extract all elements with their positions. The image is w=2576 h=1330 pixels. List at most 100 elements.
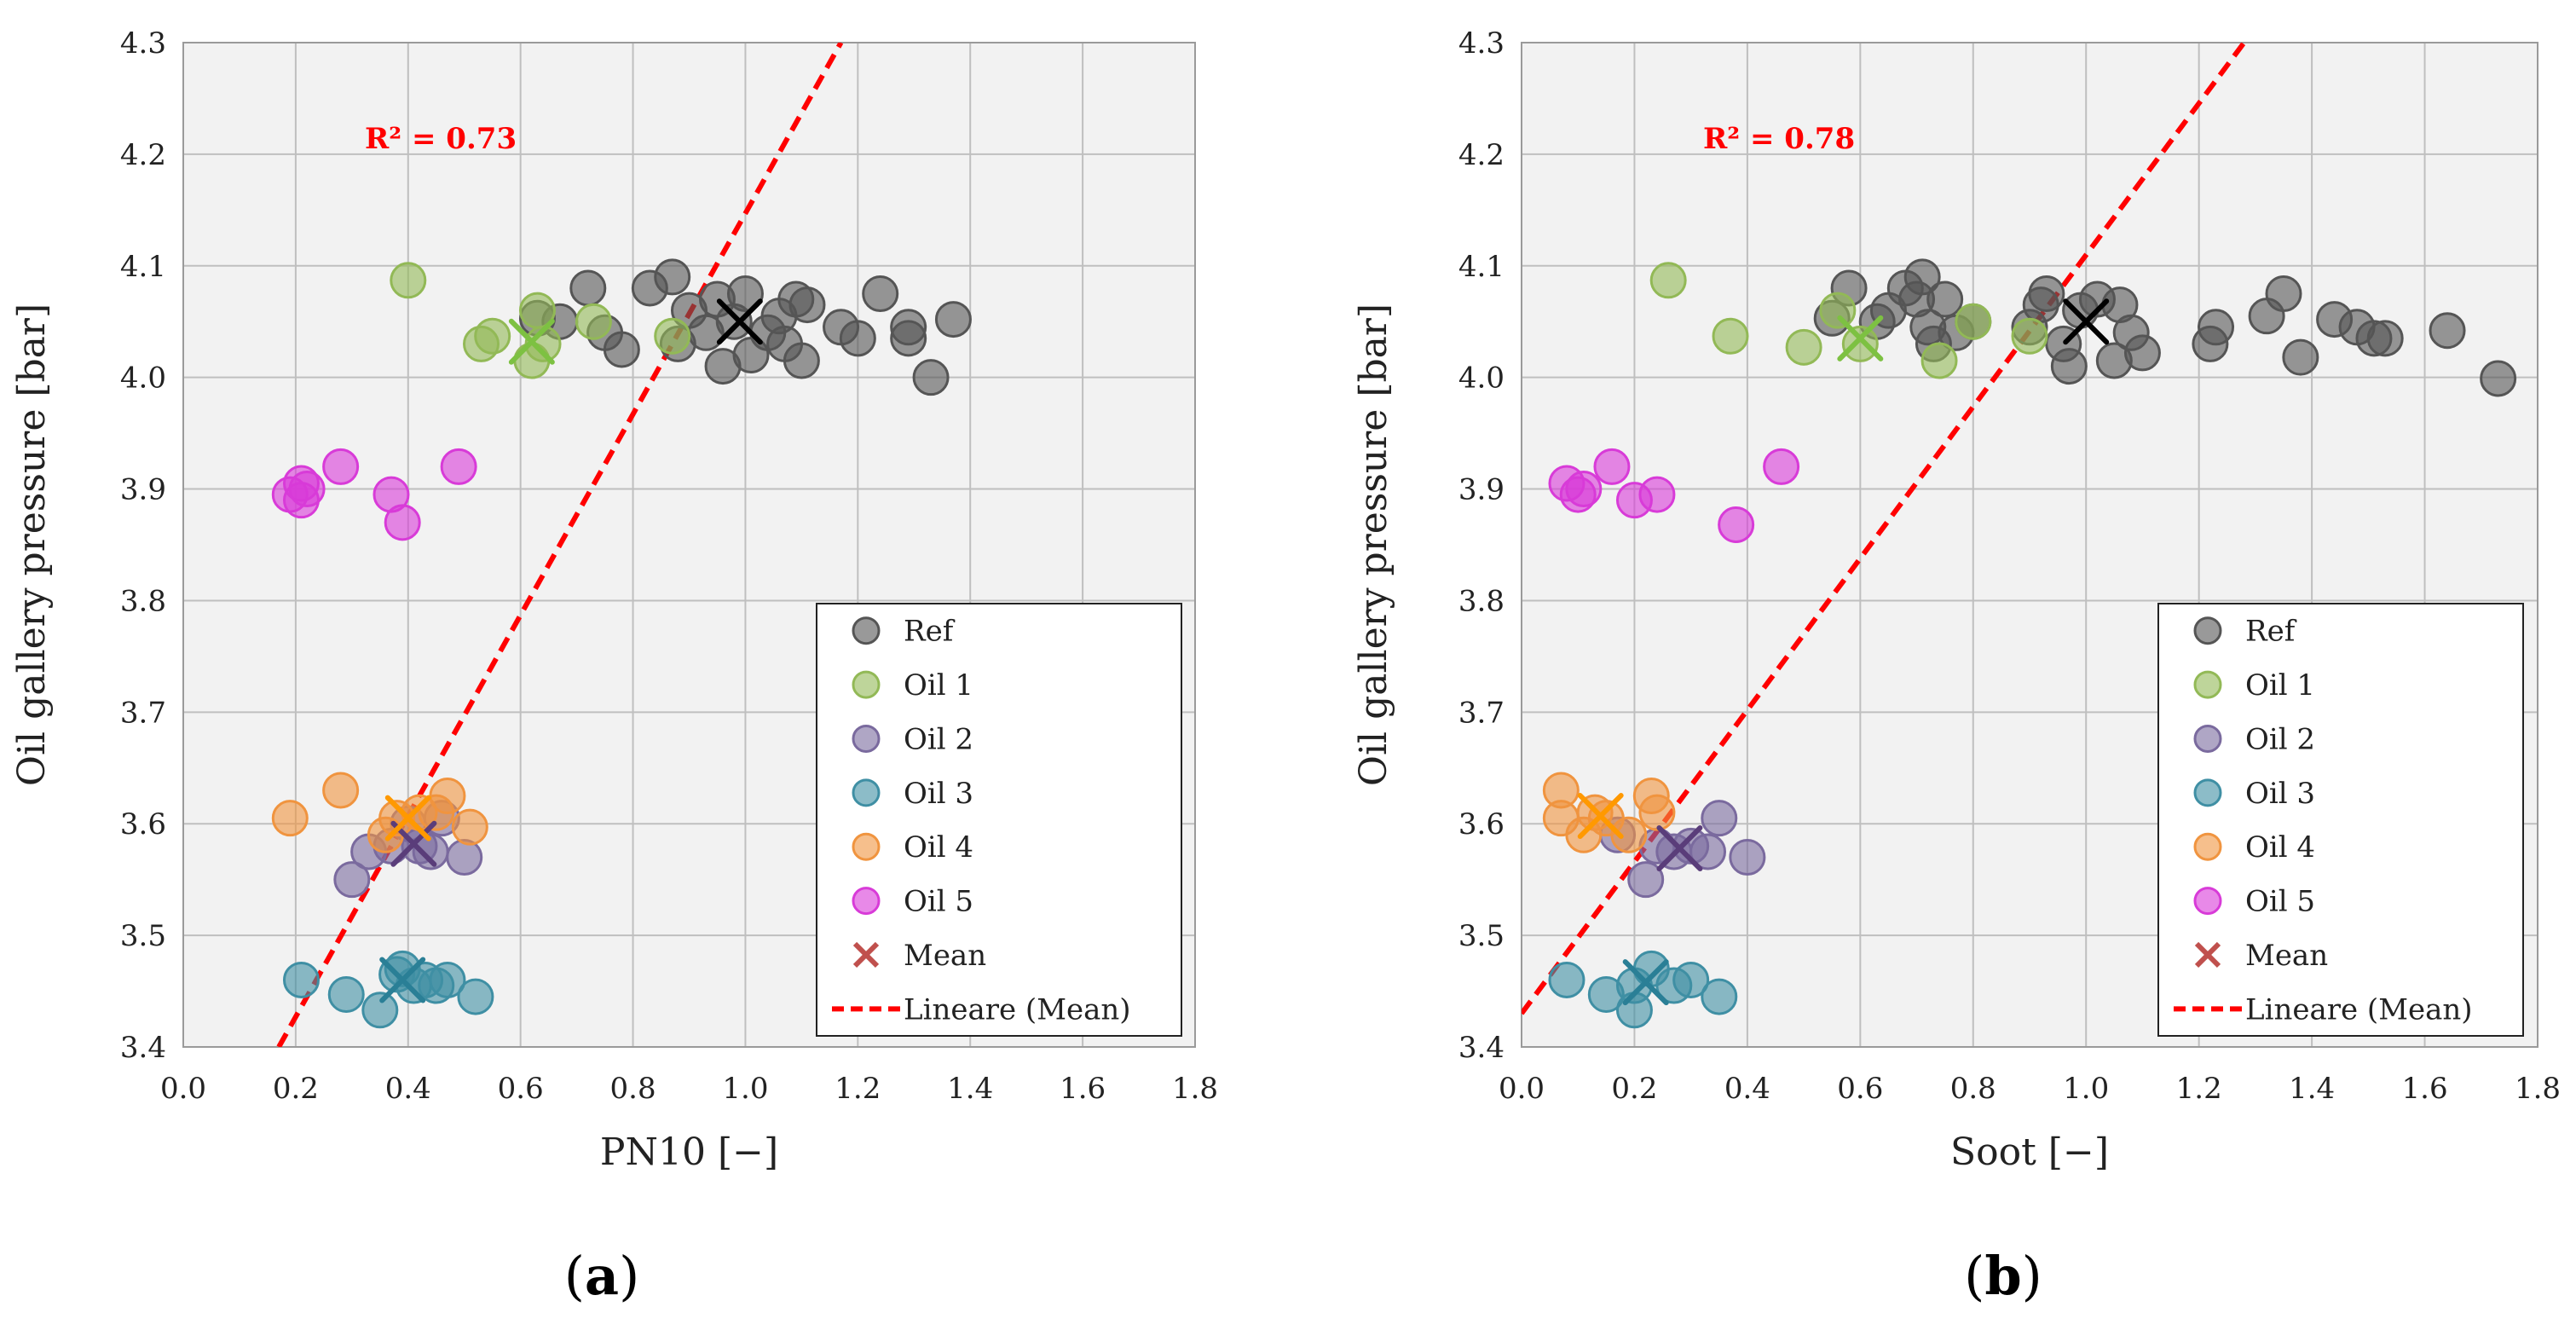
- x-tick-label: 0.0: [160, 1072, 206, 1106]
- y-tick-label: 3.4: [120, 1031, 166, 1065]
- point-oil-4: [451, 808, 488, 846]
- y-tick-label: 3.7: [1458, 696, 1505, 730]
- legend: Ref Oil 1 Oil 2 Oil 3 Oil 4 Oil 5 Mean Lineare …: [2157, 603, 2524, 1037]
- legend-symbol-oil-5: [2193, 887, 2222, 916]
- point-oil-1: [1920, 342, 1958, 379]
- point-ref: [862, 275, 899, 312]
- y-tick-label: 4.0: [1458, 361, 1505, 396]
- x-tick-label: 0.0: [1499, 1072, 1545, 1106]
- x-tick-label: 0.2: [1611, 1072, 1657, 1106]
- point-ref: [654, 258, 691, 296]
- point-ref: [2429, 312, 2466, 350]
- legend-label-oil-1: Oil 1: [2245, 668, 2315, 703]
- plot-border: [1521, 42, 2538, 1048]
- x-tick-label: 1.6: [2402, 1072, 2448, 1106]
- legend-symbol-oil-5: [852, 887, 881, 916]
- y-tick-label: 3.5: [120, 919, 166, 953]
- legend-label-oil-3: Oil 3: [904, 777, 973, 811]
- x-axis-label: Soot [−]: [1950, 1130, 2109, 1174]
- mean-marker-oil-3: [1622, 959, 1669, 1006]
- y-tick-label: 3.8: [1458, 584, 1505, 618]
- legend-box: [816, 603, 1182, 1037]
- point-oil-5: [288, 471, 326, 508]
- legend-symbol-ref: [2193, 616, 2222, 645]
- legend-label-lineare-mean: Lineare (Mean): [2245, 992, 2473, 1026]
- legend-label-oil-2: Oil 2: [2245, 722, 2315, 756]
- point-oil-1: [2011, 317, 2048, 355]
- point-oil-2: [333, 861, 371, 899]
- panel-label-a: (a): [564, 1245, 640, 1307]
- point-ref: [783, 342, 820, 379]
- mean-marker-oil-1: [508, 318, 555, 365]
- point-oil-2: [1689, 833, 1727, 870]
- x-tick-label: 1.8: [2515, 1072, 2561, 1106]
- point-oil-5: [1718, 506, 1755, 543]
- point-ref: [2480, 360, 2517, 397]
- mean-marker-oil-2: [1656, 825, 1703, 872]
- chart-panel-a: 0.0 0.2 0.4 0.6 0.8 1.0 1.2 1.4 1.6 1.8 3.4 3.5 3.6 3…: [10, 26, 1218, 1307]
- point-ref: [569, 269, 607, 307]
- x-tick-label: 1.4: [947, 1072, 993, 1106]
- x-tick-label: 0.8: [1950, 1072, 1996, 1106]
- legend-label-oil-5: Oil 5: [2245, 885, 2315, 919]
- legend: Ref Oil 1 Oil 2 Oil 3 Oil 4 Oil 5 Mean Lineare …: [816, 603, 1182, 1037]
- point-oil-5: [1565, 471, 1603, 508]
- point-oil-3: [1672, 961, 1710, 998]
- legend-label-ref: Ref: [904, 615, 956, 649]
- point-ref: [603, 331, 640, 368]
- point-oil-1: [1841, 325, 1879, 362]
- point-oil-3: [327, 975, 365, 1013]
- y-tick-label: 4.3: [120, 26, 166, 61]
- legend-label-oil-3: Oil 3: [2245, 777, 2315, 811]
- point-ref: [2282, 338, 2319, 376]
- x-tick-label: 0.8: [610, 1072, 656, 1106]
- x-tick-label: 1.0: [2063, 1072, 2109, 1106]
- point-oil-4: [429, 778, 466, 814]
- x-tick-label: 0.4: [1724, 1072, 1770, 1106]
- trendline-lineare-mean: [276, 43, 844, 1047]
- point-oil-2: [1627, 861, 1665, 899]
- point-oil-5: [322, 448, 360, 485]
- legend-label-oil-5: Oil 5: [904, 885, 973, 919]
- legend-symbol-oil-4: [2193, 832, 2222, 861]
- y-tick-label: 4.2: [1458, 138, 1505, 172]
- mean-marker-ref: [716, 298, 763, 345]
- y-tick-label: 3.8: [120, 584, 166, 618]
- point-oil-1: [1785, 328, 1822, 366]
- y-tick-label: 4.2: [120, 138, 166, 172]
- point-oil-1: [474, 317, 511, 355]
- legend-symbol-oil-3: [852, 778, 881, 807]
- r-squared-annotation: R² = 0.73: [365, 122, 517, 156]
- legend-label-mean: Mean: [2245, 939, 2328, 973]
- point-oil-5: [1593, 448, 1631, 485]
- legend-label-mean: Mean: [904, 939, 986, 973]
- data-layer: [271, 43, 972, 1047]
- x-tick-label: 1.8: [1172, 1072, 1218, 1106]
- mean-marker-ref: [2063, 298, 2110, 345]
- x-axis-label: PN10 [−]: [600, 1130, 778, 1174]
- point-oil-3: [361, 992, 399, 1029]
- point-oil-4: [1610, 816, 1648, 853]
- x-tick-label: 1.6: [1060, 1072, 1106, 1106]
- point-ref: [2198, 309, 2235, 346]
- y-tick-label: 3.4: [1458, 1031, 1505, 1065]
- legend-symbol-oil-2: [852, 724, 881, 753]
- x-tick-label: 0.2: [273, 1072, 319, 1106]
- chart-panel-b: 0.0 0.2 0.4 0.6 0.8 1.0 1.2 1.4 1.6 1.8 3.4 3.5 3.6 3…: [1352, 26, 2561, 1307]
- point-oil-1: [1955, 303, 1992, 340]
- point-ref: [2050, 348, 2088, 385]
- legend-symbol-oil-1: [852, 670, 881, 699]
- legend-symbol-oil-3: [2193, 778, 2222, 807]
- point-oil-3: [1548, 961, 1585, 998]
- mean-marker-oil-2: [390, 820, 437, 867]
- r-squared-annotation: R² = 0.78: [1703, 122, 1855, 156]
- point-ref: [934, 301, 972, 338]
- point-ref: [839, 320, 876, 357]
- mean-marker-oil-1: [1837, 315, 1884, 361]
- point-oil-4: [1638, 794, 1676, 831]
- y-axis-label: Oil gallery pressure [bar]: [1352, 304, 1395, 786]
- legend-label-oil-2: Oil 2: [904, 722, 973, 756]
- point-oil-1: [390, 262, 427, 299]
- legend-symbol-oil-1: [2193, 670, 2222, 699]
